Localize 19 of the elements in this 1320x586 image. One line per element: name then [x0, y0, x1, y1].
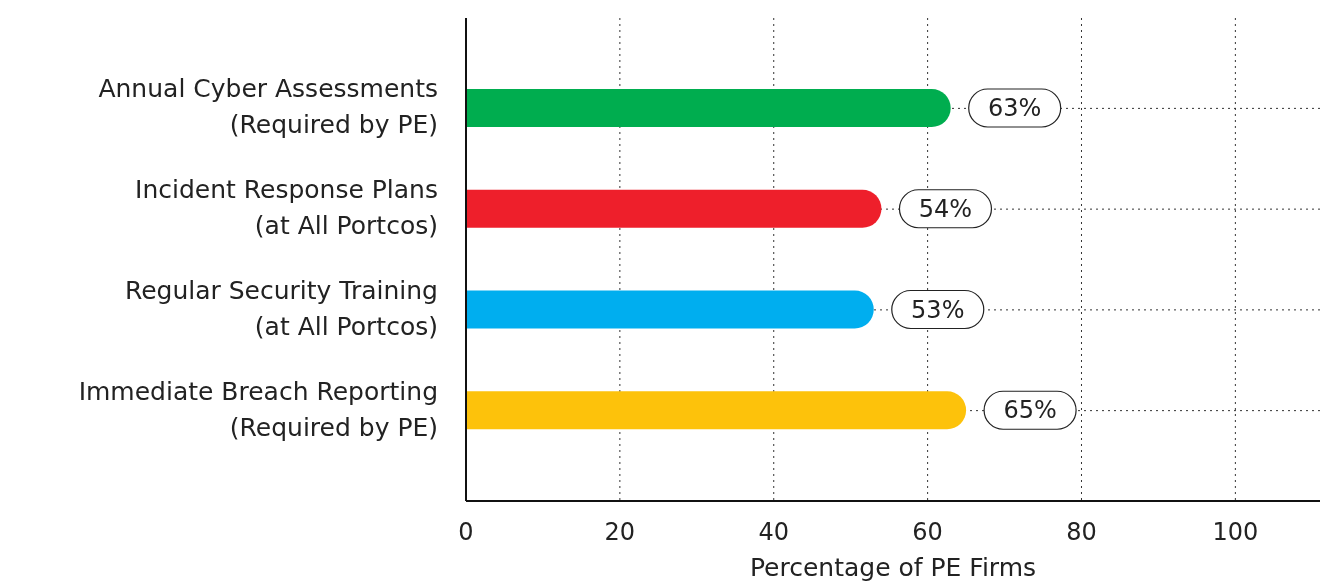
data-label: 53% — [911, 295, 965, 324]
data-label: 65% — [1003, 396, 1057, 425]
x-tick-label: 80 — [1066, 518, 1097, 547]
bar — [466, 189, 882, 228]
bar — [466, 89, 951, 127]
y-tick-label: Immediate Breach Reporting (Required by PE) — [78, 376, 438, 442]
x-tick-label: 100 — [1212, 518, 1259, 547]
bar — [466, 391, 967, 430]
data-label: 54% — [918, 194, 973, 223]
y-tick-label: Regular Security Training (at All Portcos) — [124, 275, 438, 341]
x-tick-label: 60 — [912, 518, 943, 547]
y-tick-label: Incident Response Plans (at All Portcos) — [135, 175, 438, 241]
x-tick-label: 40 — [758, 518, 790, 547]
bar — [466, 290, 874, 329]
data-label: 63% — [988, 94, 1042, 122]
x-tick-label: 20 — [604, 518, 636, 547]
y-tick-label: Annual Cyber Assessments (Required by PE) — [98, 74, 438, 140]
x-axis-title: Percentage of PE Firms — [749, 553, 1037, 582]
x-tick-label: 0 — [458, 518, 474, 547]
